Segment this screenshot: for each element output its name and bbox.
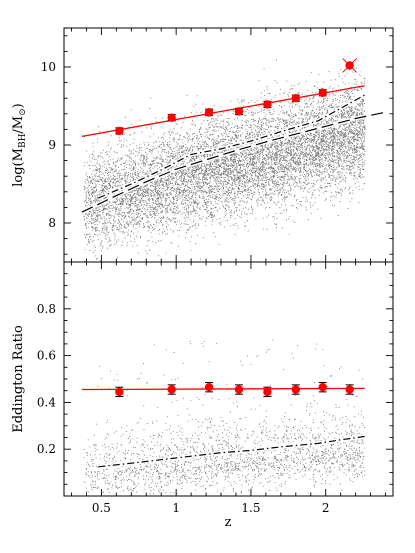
- top-ylabel: log(MBH/M⊙): [11, 103, 28, 187]
- eddington-binned-point: [263, 387, 272, 397]
- eddington-fit-line: [81, 387, 365, 391]
- mass-binned-point: [263, 100, 272, 109]
- x-tick-label: 2: [322, 501, 330, 515]
- mass-binned-point: [204, 108, 214, 117]
- x-tick-label: 0.5: [92, 501, 111, 515]
- mass-fit-line: [81, 85, 365, 138]
- bottom-ylabel: Eddington Ratio: [11, 325, 26, 433]
- eddington-binned-point: [345, 385, 354, 394]
- eddington-binned-point: [167, 385, 176, 394]
- eddington-y-tick-label: 0.6: [37, 349, 56, 363]
- bottom-panel-frame: [63, 261, 394, 497]
- eddington-binned-point: [115, 387, 124, 397]
- eddington-scatter-dots: [83, 339, 366, 495]
- eddington-y-tick-label: 0.4: [37, 395, 56, 409]
- mass-binned-series: [81, 58, 365, 138]
- mass-binned-point: [318, 88, 327, 97]
- eddington-binned-point: [291, 385, 300, 394]
- mass-dashdot-curve: [98, 93, 367, 199]
- mass-scatter-dots: [83, 30, 366, 262]
- eddington-y-tick-label: 0.8: [37, 302, 56, 316]
- mass-y-tick-label: 8: [48, 216, 56, 230]
- eddington-binned-point: [234, 385, 244, 394]
- eddington-binned-series: [81, 382, 365, 398]
- mass-y-tick-label: 10: [41, 60, 56, 74]
- mass-binned-point: [234, 107, 244, 116]
- mass-median-curves: [81, 92, 386, 214]
- eddington-binned-point: [318, 382, 327, 392]
- mass-longdash-curve: [81, 111, 386, 213]
- tick-labels: 0.5 1 1.5 2 8 9 10 0.2 0.4 0.6 0.8: [37, 60, 330, 515]
- mass-scatter-points: [83, 30, 366, 262]
- x-tick-label: 1.5: [241, 501, 260, 515]
- axis-ticks: [64, 28, 393, 496]
- eddington-median-curves: [98, 434, 367, 469]
- x-tick-label: 1: [172, 501, 180, 515]
- eddington-binned-point: [204, 382, 214, 392]
- eddington-y-tick-label: 0.2: [37, 442, 56, 456]
- mass-binned-point: [115, 126, 124, 136]
- eddington-scatter-points: [83, 339, 366, 495]
- mass-outlier-cross: [342, 58, 357, 73]
- eddington-dashdot-curve: [98, 435, 367, 468]
- mass-y-tick-label: 9: [48, 138, 56, 152]
- xlabel: z: [225, 515, 232, 530]
- mass-binned-point: [291, 94, 300, 103]
- mass-binned-point: [167, 113, 176, 122]
